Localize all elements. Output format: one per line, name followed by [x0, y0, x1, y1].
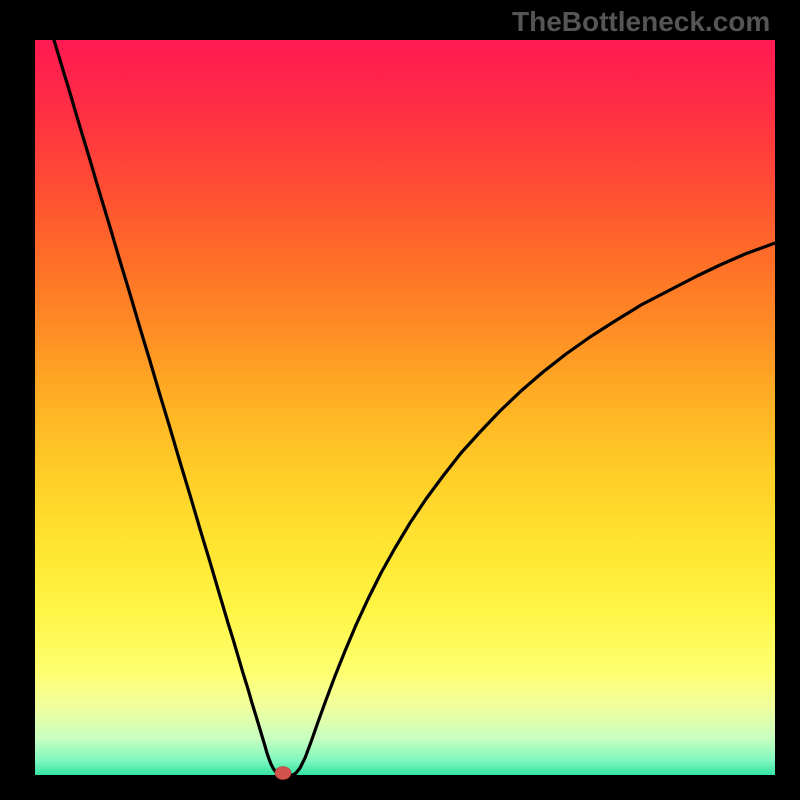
- optimal-point-marker: [275, 767, 291, 780]
- watermark-label: TheBottleneck.com: [512, 6, 770, 38]
- chart-svg: [0, 0, 800, 800]
- chart-frame: TheBottleneck.com: [0, 0, 800, 800]
- bottleneck-curve: [54, 40, 775, 775]
